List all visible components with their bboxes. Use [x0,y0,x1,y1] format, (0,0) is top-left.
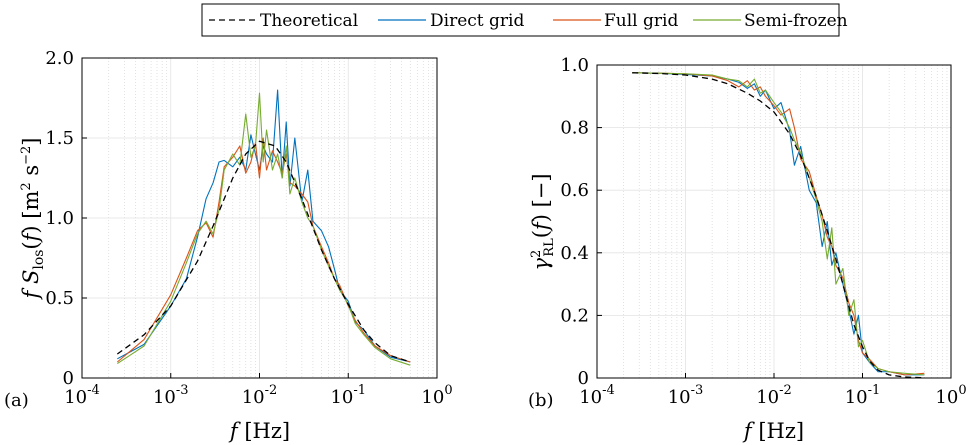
panel-b-xlabel: f [Hz] [742,419,804,443]
panel-b-series-theoretical [632,72,925,378]
panel-b-label: (b) [528,390,554,411]
panel-b-lines [632,72,925,378]
panel-a-y-tick-label: 0.5 [45,288,74,309]
panel-b-x-tick-label: 100 [935,383,966,408]
panel-a-ylabel: f Slos(f) [m2 s−2] [19,137,47,300]
legend: Theoretical Direct grid Full grid Semi-f… [201,3,848,37]
panel-a-series-direct-grid [117,89,411,363]
panel-b-y-tick-label: 0.6 [560,180,589,201]
panel-b-x-tick-label: 10-4 [579,383,615,408]
panel-b-y-tick-label: 0 [578,368,589,389]
panel-a-series-semi-frozen [117,92,411,366]
panel-a-xlabel: f [Hz] [228,419,290,443]
panel-a-x-tick-label: 10-4 [64,383,100,408]
legend-full-grid-label: Full grid [604,11,678,31]
panel-a-x-tick-label: 10-2 [242,383,278,408]
panel-a-x-tick-label: 10-3 [153,383,189,408]
panel-b-x-tick-label: 10-1 [845,383,881,408]
panel-b-x-tick-label: 10-2 [756,383,792,408]
panel-a-x-tick-label: 10-1 [330,383,366,408]
panel-a-x-tick-label: 100 [421,383,452,408]
panel-b-series-direct-grid [632,72,925,376]
panel-a-series-theoretical [116,140,411,363]
panel-b-y-tick-label: 0.8 [560,118,589,139]
panel-b-y-tick-label: 0.4 [560,243,589,264]
panel-b-series-semi-frozen [632,72,925,376]
panel-a-y-tick-label: 0 [63,368,74,389]
panel-b-y-tick-label: 1.0 [560,55,589,76]
legend-semi-frozen-label: Semi-frozen [744,11,848,31]
panel-b-chart: 10-4 10-3 10-2 10-1 100 0 0.2 0.4 0.6 0.8 1.0 f [H… [528,55,966,443]
panel-b-ticks: 10-4 10-3 10-2 10-1 100 0 0.2 0.4 0.6 0.8 1.0 [560,55,966,408]
panel-a-y-tick-label: 2.0 [45,48,74,69]
panel-a-lines [116,89,411,366]
panel-b-x-tick-label: 10-3 [668,383,704,408]
legend-theoretical-label: Theoretical [260,11,358,31]
panel-a-y-tick-label: 1.0 [45,208,74,229]
panel-a-label: (a) [4,390,29,411]
panel-a-y-tick-label: 1.5 [45,128,74,149]
panel-b-series-full-grid [632,72,925,376]
panel-b-ylabel: γ2RL(f) [−] [529,173,557,270]
panel-a-series-full-grid [116,137,411,363]
panel-a-ticks: 10-4 10-3 10-2 10-1 100 0 0.5 1.0 1.5 2.0 [45,48,452,408]
panel-a-grid [81,57,438,379]
panel-b-y-tick-label: 0.2 [560,305,589,326]
legend-direct-grid-label: Direct grid [430,11,524,31]
